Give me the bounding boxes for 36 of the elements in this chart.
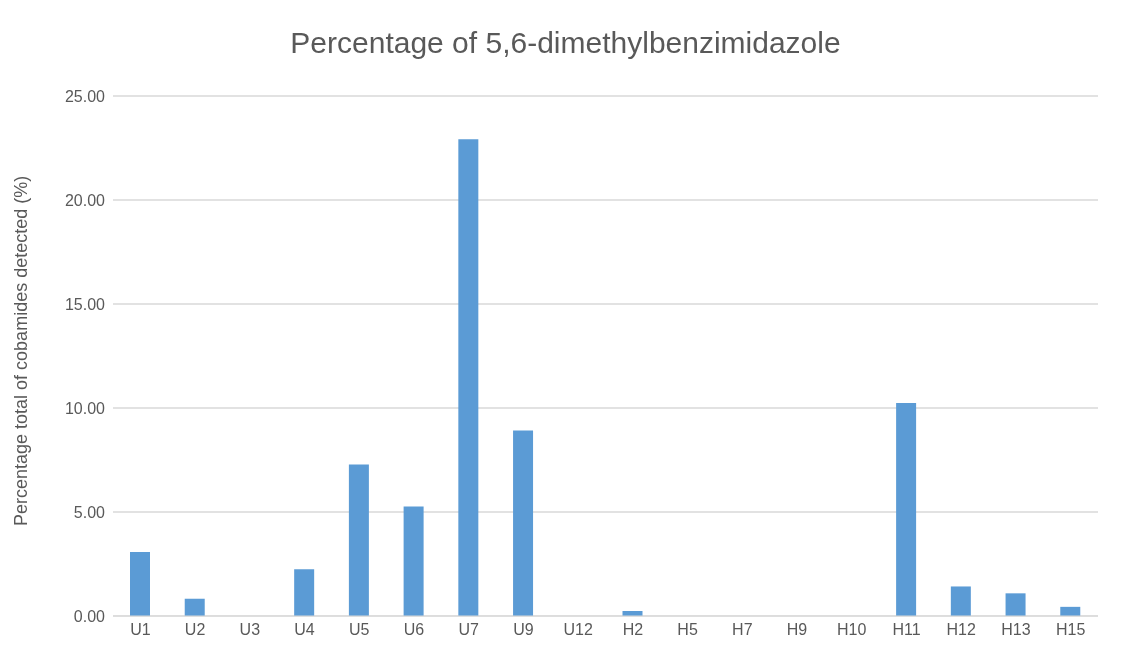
x-tick-label: U1 (130, 621, 151, 639)
y-tick-label: 0.00 (73, 607, 106, 625)
x-tick-label: H10 (837, 621, 867, 639)
x-tick-label: H9 (786, 621, 808, 639)
chart-title: Percentage of 5,6-dimethylbenzimidazole (289, 25, 842, 61)
y-axis-title: Percentage total of cobamides detected (%) (11, 175, 32, 526)
y-tick-label: 5.00 (73, 503, 106, 521)
x-tick-label: H13 (1001, 621, 1031, 639)
x-tick-label: H12 (946, 621, 976, 639)
x-tick-label: H11 (892, 621, 921, 639)
y-tick-label: 20.00 (64, 191, 106, 209)
y-tick-label: 15.00 (64, 295, 106, 313)
bar (950, 586, 971, 616)
y-tick-label: 25.00 (64, 87, 106, 105)
x-tick-label: U3 (239, 621, 261, 639)
bar (458, 139, 479, 616)
x-tick-label: U4 (294, 621, 315, 639)
bar (896, 403, 917, 616)
x-tick-label: H2 (622, 621, 644, 639)
y-tick-label: 10.00 (64, 399, 106, 417)
bar (184, 598, 205, 616)
x-tick-label: U12 (563, 621, 593, 639)
x-tick-label: U7 (458, 621, 480, 639)
x-tick-label: U5 (349, 621, 370, 639)
x-tick-label: U6 (403, 621, 425, 639)
bar (294, 569, 315, 616)
x-tick-label: H7 (732, 621, 753, 639)
bar (348, 464, 369, 616)
x-tick-label: U2 (184, 621, 206, 639)
bar (1005, 593, 1026, 616)
x-tick-label: H15 (1055, 621, 1086, 639)
bar (513, 430, 534, 616)
bar (130, 551, 150, 616)
bar (403, 506, 424, 616)
x-tick-label: H5 (677, 621, 698, 639)
x-tick-label: U9 (513, 621, 534, 639)
